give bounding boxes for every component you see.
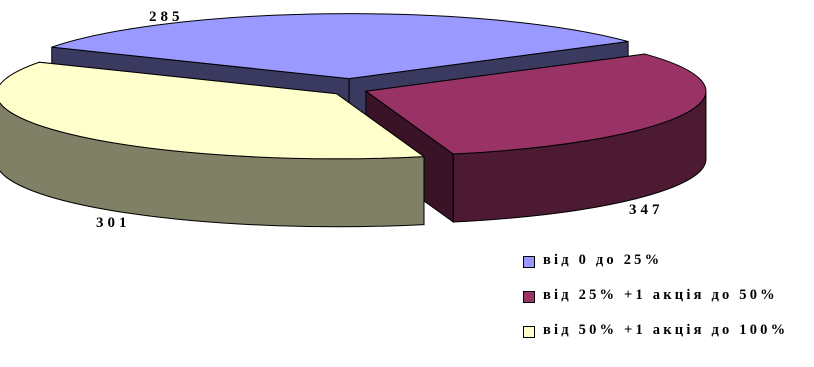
slice-top-3	[0, 61, 426, 160]
legend-swatch-3	[523, 326, 535, 338]
data-label-slice-2: 285	[149, 9, 184, 25]
slice-top-2	[364, 53, 707, 155]
legend-label-1: від 0 до 25%	[543, 252, 663, 268]
slice-tops	[0, 13, 707, 160]
legend-label-3: від 50% +1 акція до 100%	[543, 322, 789, 338]
data-label-slice-1: 301	[96, 215, 131, 231]
legend-swatch-2	[523, 291, 535, 303]
legend: від 0 до 25% від 25% +1 акція до 50% від…	[523, 251, 814, 356]
legend-item-2: від 25% +1 акція до 50%	[523, 286, 814, 304]
legend-label-2: від 25% +1 акція до 50%	[543, 287, 778, 303]
data-label-slice-3: 347	[629, 202, 664, 218]
slice-top-1	[51, 13, 629, 80]
legend-item-3: від 50% +1 акція до 100%	[523, 321, 814, 339]
legend-item-1: від 0 до 25%	[523, 251, 814, 269]
legend-swatch-1	[523, 256, 535, 268]
